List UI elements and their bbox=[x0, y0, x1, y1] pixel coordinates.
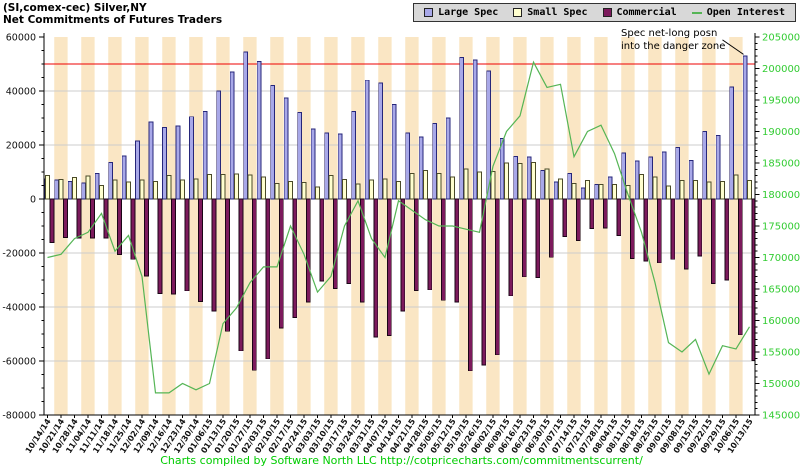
svg-text:155000: 155000 bbox=[762, 348, 800, 359]
legend-item-small-spec: Small Spec bbox=[513, 7, 588, 18]
svg-text:200000: 200000 bbox=[762, 64, 800, 75]
open-interest-line-swatch-icon bbox=[691, 11, 702, 14]
annotation-line-2: into the danger zone bbox=[621, 41, 726, 52]
small-spec-swatch-icon bbox=[513, 8, 523, 17]
legend-label: Large Spec bbox=[438, 7, 499, 18]
title-subtitle: Net Commitments of Futures Traders bbox=[3, 14, 223, 26]
chart-title: (SI,comex-cec) Silver,NY Net Commitments… bbox=[3, 2, 222, 26]
svg-text:195000: 195000 bbox=[762, 96, 800, 107]
svg-text:165000: 165000 bbox=[762, 285, 800, 296]
svg-text:180000: 180000 bbox=[762, 190, 800, 201]
large-spec-swatch-icon bbox=[424, 8, 434, 17]
commercial-swatch-icon bbox=[602, 8, 612, 17]
svg-text:160000: 160000 bbox=[762, 316, 800, 327]
svg-text:170000: 170000 bbox=[762, 253, 800, 264]
legend-item-large-spec: Large Spec bbox=[424, 7, 498, 18]
small-spec-bars bbox=[45, 161, 752, 200]
large-spec-bars bbox=[44, 51, 748, 200]
svg-text:190000: 190000 bbox=[762, 127, 800, 138]
danger-zone-annotation: Spec net-long posn into the danger zone bbox=[621, 27, 725, 53]
legend-item-commercial: Commercial bbox=[602, 7, 677, 18]
svg-text:185000: 185000 bbox=[762, 159, 800, 170]
svg-text:150000: 150000 bbox=[762, 379, 800, 390]
right-axis-ticks bbox=[755, 36, 760, 416]
legend-label: Open Interest bbox=[706, 7, 785, 18]
svg-text:40000: 40000 bbox=[6, 87, 36, 98]
footer-credit: Charts compiled by Software North LLC ht… bbox=[0, 454, 803, 467]
axes bbox=[43, 33, 756, 416]
svg-text:-40000: -40000 bbox=[2, 303, 36, 314]
right-axis-labels: 145000 150000 155000 160000 165000 170000 1750… bbox=[762, 33, 800, 422]
svg-text:175000: 175000 bbox=[762, 222, 800, 233]
legend: Large Spec Small Spec Commercial Open In… bbox=[413, 3, 796, 22]
svg-text:60000: 60000 bbox=[6, 33, 36, 44]
legend-label: Commercial bbox=[616, 7, 677, 18]
svg-text:205000: 205000 bbox=[762, 33, 800, 44]
title-symbol: (SI,comex-cec) Silver,NY bbox=[3, 2, 147, 14]
legend-item-open-interest: Open Interest bbox=[691, 7, 785, 18]
legend-label: Small Spec bbox=[527, 7, 588, 18]
annotation-line-1: Spec net-long posn bbox=[621, 28, 718, 39]
svg-text:-80000: -80000 bbox=[2, 411, 36, 422]
svg-text:-60000: -60000 bbox=[2, 357, 36, 368]
svg-text:0: 0 bbox=[30, 195, 36, 206]
left-axis-labels: -80000 -60000 -40000 -20000 0 20000 40000 60000 bbox=[2, 33, 36, 422]
footer-credit-text: Charts compiled by Software North LLC ht… bbox=[160, 454, 643, 467]
left-axis-ticks bbox=[39, 36, 44, 416]
x-axis-labels: 10/14/1410/21/1410/28/1411/04/1411/11/14… bbox=[24, 415, 755, 455]
svg-text:20000: 20000 bbox=[6, 141, 36, 152]
annotation-pointer-line bbox=[722, 39, 744, 55]
svg-text:145000: 145000 bbox=[762, 411, 800, 422]
svg-text:-20000: -20000 bbox=[2, 249, 36, 260]
commercial-bars bbox=[49, 198, 755, 372]
open-interest-line bbox=[47, 60, 751, 394]
